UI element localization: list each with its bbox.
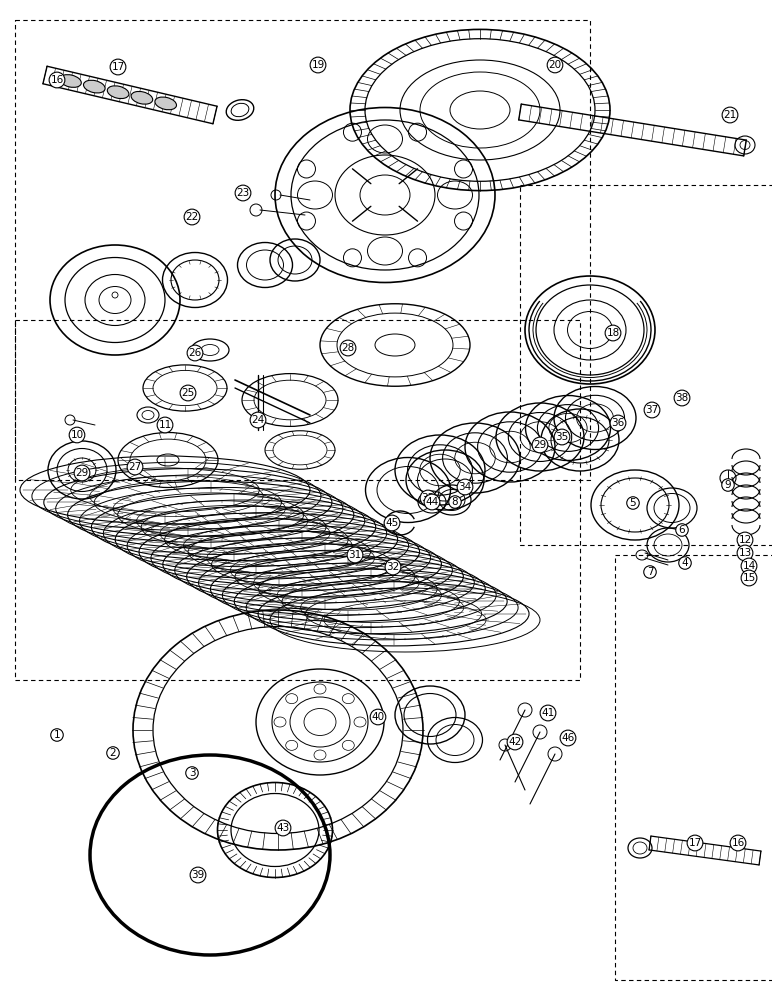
Text: 32: 32 — [386, 562, 400, 572]
Ellipse shape — [131, 91, 153, 104]
Text: 16: 16 — [50, 75, 63, 85]
Text: 41: 41 — [541, 708, 554, 718]
Text: 9: 9 — [725, 480, 731, 490]
Ellipse shape — [155, 97, 177, 110]
Text: 36: 36 — [611, 418, 625, 428]
Text: 7: 7 — [647, 567, 653, 577]
Text: 11: 11 — [158, 420, 171, 430]
Text: 35: 35 — [555, 432, 569, 442]
Text: 38: 38 — [676, 393, 689, 403]
Text: 39: 39 — [191, 870, 205, 880]
Text: 34: 34 — [459, 482, 472, 492]
Text: 33: 33 — [422, 493, 435, 503]
Text: 24: 24 — [252, 415, 265, 425]
Text: 4: 4 — [682, 558, 689, 568]
Text: 14: 14 — [743, 561, 756, 571]
Text: 19: 19 — [311, 60, 324, 70]
Text: 20: 20 — [548, 60, 561, 70]
Text: 1: 1 — [54, 730, 60, 740]
Text: 43: 43 — [276, 823, 290, 833]
Text: 17: 17 — [689, 838, 702, 848]
Text: 6: 6 — [679, 525, 686, 535]
Text: 42: 42 — [509, 737, 522, 747]
Ellipse shape — [59, 75, 81, 87]
Text: 17: 17 — [111, 62, 124, 72]
Text: 45: 45 — [385, 518, 398, 528]
Text: 29: 29 — [76, 468, 89, 478]
Text: 8: 8 — [452, 497, 459, 507]
Text: 21: 21 — [723, 110, 736, 120]
Text: 26: 26 — [188, 348, 201, 358]
Ellipse shape — [83, 80, 105, 93]
Text: 22: 22 — [185, 212, 198, 222]
Text: 13: 13 — [738, 548, 752, 558]
Text: 15: 15 — [743, 573, 756, 583]
Text: 2: 2 — [110, 748, 117, 758]
Text: 18: 18 — [606, 328, 620, 338]
Text: 44: 44 — [425, 497, 438, 507]
Text: 23: 23 — [236, 188, 249, 198]
Text: 16: 16 — [731, 838, 745, 848]
Text: 40: 40 — [371, 712, 384, 722]
Text: 10: 10 — [70, 430, 83, 440]
Text: 37: 37 — [645, 405, 659, 415]
Text: 29: 29 — [533, 440, 547, 450]
Text: 5: 5 — [630, 498, 636, 508]
Text: 3: 3 — [188, 768, 195, 778]
Text: 27: 27 — [128, 462, 141, 472]
Text: 12: 12 — [738, 535, 752, 545]
Ellipse shape — [107, 86, 129, 99]
Text: 28: 28 — [341, 343, 354, 353]
Text: 31: 31 — [348, 550, 361, 560]
Text: 46: 46 — [561, 733, 574, 743]
Text: 25: 25 — [181, 388, 195, 398]
